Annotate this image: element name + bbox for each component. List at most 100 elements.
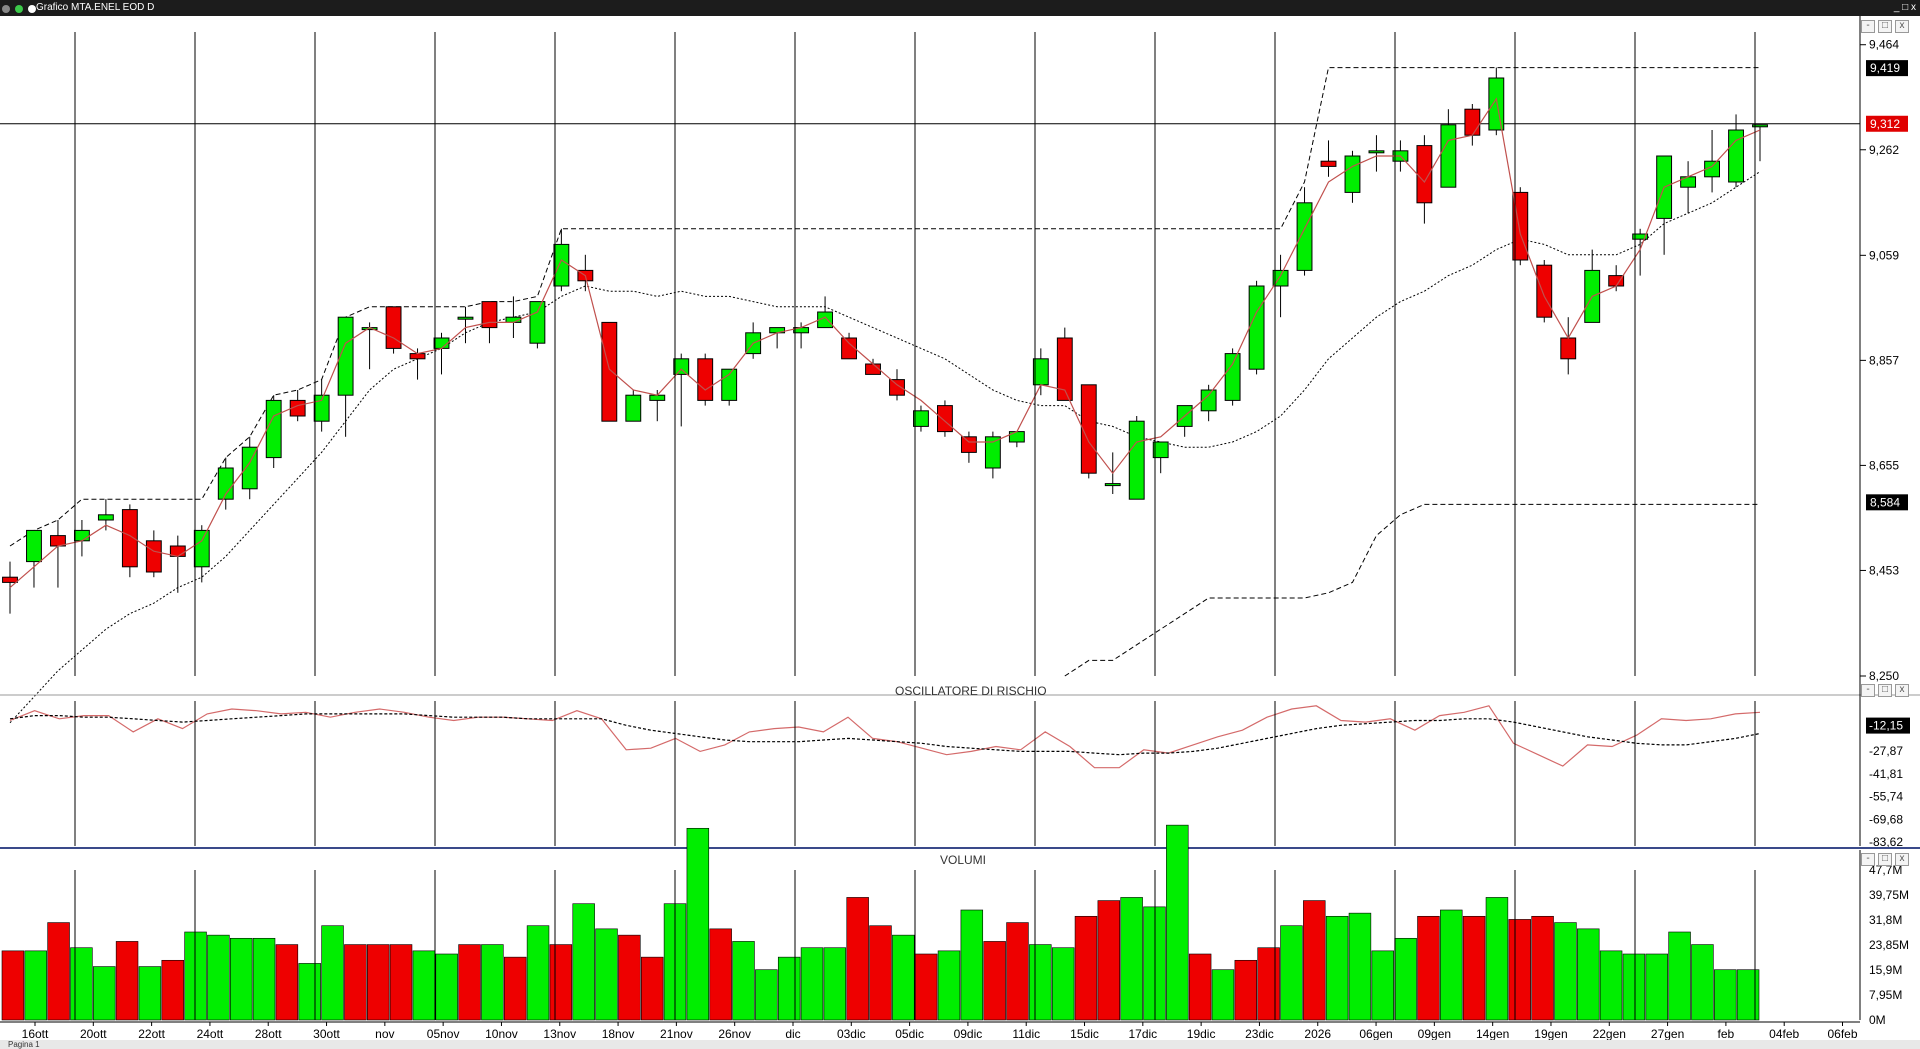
volume-bar bbox=[435, 953, 458, 1021]
volume-bar bbox=[983, 941, 1006, 1021]
x-tick-label: 03dic bbox=[837, 1027, 866, 1041]
bottom-tab-bar: Pagina 1 bbox=[0, 1040, 1920, 1049]
volume-bar bbox=[960, 909, 984, 1021]
volume-tick-label: 0M bbox=[1869, 1013, 1886, 1027]
window-titlebar: Grafico MTA.ENEL EOD D _ □ x bbox=[0, 0, 1920, 16]
oscillator-maximize-button[interactable]: □ bbox=[1878, 684, 1892, 697]
x-tick-label: 2026 bbox=[1304, 1027, 1331, 1041]
x-tick-label: 05dic bbox=[895, 1027, 924, 1041]
volume-bar bbox=[1714, 969, 1737, 1021]
candle-body bbox=[1752, 124, 1768, 128]
menu-icon[interactable] bbox=[2, 5, 10, 13]
volume-panel[interactable]: 47,7M 39,75M 31,8M 23,85M 15,9M 7,95M 0M bbox=[0, 824, 1920, 1027]
volume-maximize-button[interactable]: □ bbox=[1878, 853, 1892, 866]
volume-bar bbox=[1531, 915, 1554, 1021]
candle-body bbox=[529, 301, 546, 344]
volume-bar bbox=[755, 969, 778, 1021]
candle-body bbox=[1248, 285, 1265, 370]
x-tick-label: 23dic bbox=[1245, 1027, 1274, 1041]
candle-body bbox=[1200, 389, 1217, 412]
price-tick-label: 9,059 bbox=[1869, 248, 1899, 262]
price-tick-label: 9,464 bbox=[1869, 38, 1899, 52]
oscillator-current-label: -12,15 bbox=[1869, 719, 1903, 733]
volume-bar bbox=[1325, 915, 1349, 1021]
stock-chart[interactable]: 9,464 9,262 9,059 8,857 8,655 8,453 8,250 9,419… bbox=[0, 16, 1920, 1046]
candle-body bbox=[1416, 145, 1433, 204]
x-tick-label: 09dic bbox=[954, 1027, 983, 1041]
window-controls-left bbox=[2, 3, 38, 19]
x-tick-label: 21nov bbox=[660, 1027, 693, 1041]
volume-bar bbox=[321, 925, 344, 1021]
volume-bar bbox=[732, 941, 755, 1021]
maximize-button[interactable]: □ bbox=[1902, 2, 1909, 13]
volume-bar bbox=[1348, 912, 1372, 1021]
candle-body bbox=[97, 514, 114, 521]
price-tick-label: 8,250 bbox=[1869, 669, 1899, 683]
volume-bar bbox=[1166, 824, 1189, 1021]
oscillator-title: OSCILLATORE DI RISCHIO bbox=[895, 684, 1047, 698]
volume-bar bbox=[1577, 928, 1600, 1021]
volume-minimize-button[interactable]: - bbox=[1861, 853, 1875, 866]
price-close-button[interactable]: x bbox=[1895, 20, 1909, 33]
volume-bar bbox=[503, 956, 527, 1021]
x-tick-label: 05nov bbox=[427, 1027, 460, 1041]
volume-bar bbox=[937, 950, 961, 1021]
candle-body bbox=[73, 529, 90, 542]
candle-body bbox=[409, 353, 426, 360]
volume-bar bbox=[800, 947, 824, 1021]
price-minimize-button[interactable]: - bbox=[1861, 20, 1875, 33]
volume-bar bbox=[70, 947, 93, 1021]
page-tab[interactable]: Pagina 1 bbox=[8, 1040, 40, 1049]
candle-body bbox=[121, 509, 138, 568]
x-tick-label: nov bbox=[375, 1027, 394, 1041]
volume-tick-label: 15,9M bbox=[1869, 963, 1902, 977]
volume-bar bbox=[1143, 906, 1166, 1021]
volume-bar bbox=[1371, 950, 1395, 1021]
price-highlight-label: 8,584 bbox=[1870, 495, 1900, 509]
oscillator-tick-label: -83,62 bbox=[1869, 835, 1903, 849]
volume-bar bbox=[1508, 919, 1531, 1021]
candle-body bbox=[1104, 483, 1121, 487]
x-tick-label: 10nov bbox=[485, 1027, 518, 1041]
candle-body bbox=[1296, 202, 1313, 271]
x-tick-label: 19dic bbox=[1187, 1027, 1216, 1041]
volume-bar bbox=[1120, 897, 1143, 1021]
oscillator-panel[interactable]: -27,87 -41,81 -55,74 -69,68 -83,62 -12,15 bbox=[0, 681, 1920, 849]
volume-bar bbox=[1257, 947, 1280, 1021]
oscillator-close-button[interactable]: x bbox=[1895, 684, 1909, 697]
x-tick-label: 24ott bbox=[197, 1027, 224, 1041]
candle-body bbox=[625, 394, 642, 422]
price-panel[interactable]: 9,464 9,262 9,059 8,857 8,655 8,453 8,250 9,419… bbox=[0, 16, 1920, 724]
candle-body bbox=[1368, 150, 1385, 154]
candle-body bbox=[457, 316, 474, 320]
candle-body bbox=[1680, 176, 1697, 188]
close-button[interactable]: x bbox=[1911, 2, 1916, 13]
x-tick-label: 06gen bbox=[1359, 1027, 1392, 1041]
volume-tick-label: 7,95M bbox=[1869, 988, 1902, 1002]
minimize-button[interactable]: _ bbox=[1893, 2, 1900, 13]
oscillator-line bbox=[9, 705, 1761, 769]
candle-body bbox=[337, 316, 354, 396]
volume-bar bbox=[572, 903, 595, 1021]
candle-body bbox=[553, 243, 570, 287]
price-highlight-box bbox=[1866, 60, 1908, 77]
volume-bar bbox=[549, 944, 573, 1021]
volume-bar bbox=[412, 950, 436, 1021]
price-panel-bg bbox=[0, 16, 1920, 681]
x-tick-label: 22gen bbox=[1593, 1027, 1626, 1041]
play-icon[interactable] bbox=[27, 5, 36, 13]
volume-bar bbox=[686, 827, 710, 1021]
lower-channel-line bbox=[1064, 503, 1760, 677]
oscillator-minimize-button[interactable]: - bbox=[1861, 684, 1875, 697]
volume-bar bbox=[1051, 947, 1075, 1021]
fast-ma-line bbox=[9, 97, 1761, 589]
candle-body bbox=[889, 379, 905, 396]
candle-body bbox=[1728, 129, 1744, 183]
x-axis: 16ott 20ott 22ott 24ott 28ott 30ott nov 05nov 10… bbox=[0, 1021, 1860, 1041]
volume-close-button[interactable]: x bbox=[1895, 853, 1909, 866]
candle-body bbox=[2, 576, 18, 583]
volume-bar bbox=[1394, 937, 1417, 1021]
volume-bar bbox=[24, 950, 47, 1021]
window-title: Grafico MTA.ENEL EOD D bbox=[36, 2, 155, 13]
price-maximize-button[interactable]: □ bbox=[1878, 20, 1892, 33]
